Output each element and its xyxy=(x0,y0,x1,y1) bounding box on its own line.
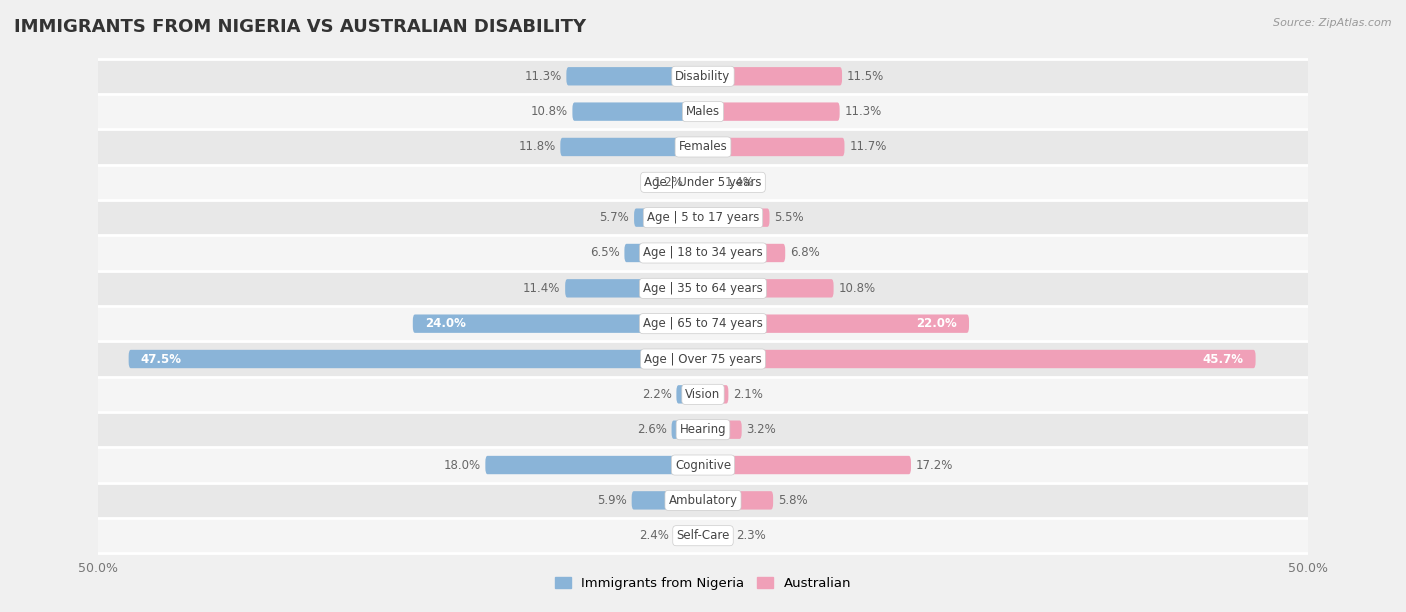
FancyBboxPatch shape xyxy=(703,420,742,439)
Text: 11.4%: 11.4% xyxy=(523,282,561,295)
Text: 11.8%: 11.8% xyxy=(519,141,555,154)
Text: 5.7%: 5.7% xyxy=(599,211,630,224)
Text: 5.5%: 5.5% xyxy=(775,211,804,224)
FancyBboxPatch shape xyxy=(703,385,728,403)
Text: Age | 65 to 74 years: Age | 65 to 74 years xyxy=(643,317,763,330)
FancyBboxPatch shape xyxy=(703,102,839,121)
Bar xyxy=(98,271,1308,306)
Text: Self-Care: Self-Care xyxy=(676,529,730,542)
FancyBboxPatch shape xyxy=(624,244,703,262)
Text: Ambulatory: Ambulatory xyxy=(668,494,738,507)
FancyBboxPatch shape xyxy=(567,67,703,86)
Text: Hearing: Hearing xyxy=(679,423,727,436)
Bar xyxy=(98,483,1308,518)
Bar xyxy=(98,236,1308,271)
Text: 11.3%: 11.3% xyxy=(845,105,882,118)
Bar xyxy=(98,306,1308,341)
Text: Vision: Vision xyxy=(685,388,721,401)
Text: Age | 5 to 17 years: Age | 5 to 17 years xyxy=(647,211,759,224)
FancyBboxPatch shape xyxy=(631,491,703,510)
Text: 2.3%: 2.3% xyxy=(735,529,765,542)
FancyBboxPatch shape xyxy=(129,350,703,368)
FancyBboxPatch shape xyxy=(676,385,703,403)
Bar xyxy=(98,518,1308,553)
Text: 2.6%: 2.6% xyxy=(637,423,666,436)
FancyBboxPatch shape xyxy=(703,209,769,227)
FancyBboxPatch shape xyxy=(672,420,703,439)
Bar xyxy=(98,59,1308,94)
FancyBboxPatch shape xyxy=(703,456,911,474)
Bar xyxy=(98,376,1308,412)
Text: 1.2%: 1.2% xyxy=(654,176,683,189)
Text: 11.5%: 11.5% xyxy=(846,70,884,83)
Bar xyxy=(98,341,1308,376)
Text: 10.8%: 10.8% xyxy=(838,282,876,295)
FancyBboxPatch shape xyxy=(689,173,703,192)
Text: 2.4%: 2.4% xyxy=(640,529,669,542)
FancyBboxPatch shape xyxy=(703,138,845,156)
Bar xyxy=(98,129,1308,165)
FancyBboxPatch shape xyxy=(703,315,969,333)
Legend: Immigrants from Nigeria, Australian: Immigrants from Nigeria, Australian xyxy=(550,572,856,595)
Text: 11.3%: 11.3% xyxy=(524,70,561,83)
Text: Source: ZipAtlas.com: Source: ZipAtlas.com xyxy=(1274,18,1392,28)
FancyBboxPatch shape xyxy=(673,526,703,545)
Text: 5.8%: 5.8% xyxy=(778,494,807,507)
FancyBboxPatch shape xyxy=(703,526,731,545)
Text: Females: Females xyxy=(679,141,727,154)
FancyBboxPatch shape xyxy=(413,315,703,333)
FancyBboxPatch shape xyxy=(703,173,720,192)
Text: Cognitive: Cognitive xyxy=(675,458,731,471)
Text: 2.2%: 2.2% xyxy=(641,388,672,401)
FancyBboxPatch shape xyxy=(703,67,842,86)
Bar xyxy=(98,94,1308,129)
Bar xyxy=(98,165,1308,200)
Text: 11.7%: 11.7% xyxy=(849,141,887,154)
Text: 6.8%: 6.8% xyxy=(790,247,820,259)
Text: 5.9%: 5.9% xyxy=(598,494,627,507)
Text: Age | Under 5 years: Age | Under 5 years xyxy=(644,176,762,189)
Text: 6.5%: 6.5% xyxy=(591,247,620,259)
Bar xyxy=(98,200,1308,236)
FancyBboxPatch shape xyxy=(634,209,703,227)
Text: Age | 35 to 64 years: Age | 35 to 64 years xyxy=(643,282,763,295)
Text: Age | Over 75 years: Age | Over 75 years xyxy=(644,353,762,365)
FancyBboxPatch shape xyxy=(485,456,703,474)
Text: 45.7%: 45.7% xyxy=(1202,353,1243,365)
FancyBboxPatch shape xyxy=(572,102,703,121)
Text: 47.5%: 47.5% xyxy=(141,353,181,365)
Text: 2.1%: 2.1% xyxy=(734,388,763,401)
Text: 1.4%: 1.4% xyxy=(724,176,755,189)
Bar xyxy=(98,447,1308,483)
FancyBboxPatch shape xyxy=(703,244,785,262)
Text: IMMIGRANTS FROM NIGERIA VS AUSTRALIAN DISABILITY: IMMIGRANTS FROM NIGERIA VS AUSTRALIAN DI… xyxy=(14,18,586,36)
FancyBboxPatch shape xyxy=(565,279,703,297)
Text: 10.8%: 10.8% xyxy=(530,105,568,118)
Text: 3.2%: 3.2% xyxy=(747,423,776,436)
Text: Age | 18 to 34 years: Age | 18 to 34 years xyxy=(643,247,763,259)
Text: 18.0%: 18.0% xyxy=(443,458,481,471)
Bar xyxy=(98,412,1308,447)
Text: 17.2%: 17.2% xyxy=(915,458,953,471)
Text: 22.0%: 22.0% xyxy=(917,317,957,330)
FancyBboxPatch shape xyxy=(703,279,834,297)
FancyBboxPatch shape xyxy=(703,350,1256,368)
FancyBboxPatch shape xyxy=(703,491,773,510)
Text: Disability: Disability xyxy=(675,70,731,83)
Text: Males: Males xyxy=(686,105,720,118)
Text: 24.0%: 24.0% xyxy=(425,317,465,330)
FancyBboxPatch shape xyxy=(561,138,703,156)
